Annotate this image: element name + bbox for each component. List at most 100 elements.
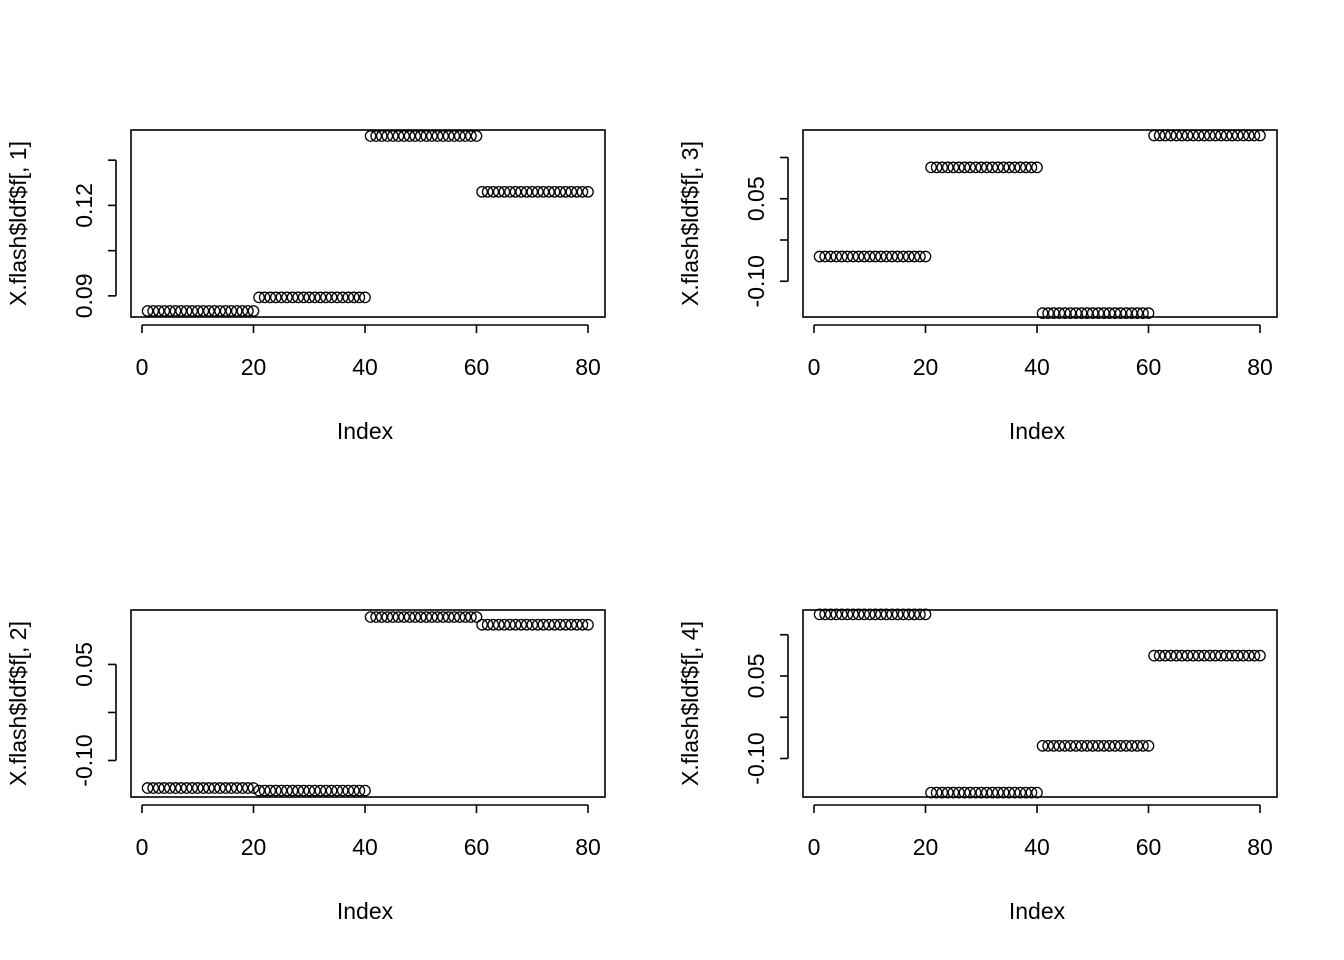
x-axis-title: Index: [1009, 418, 1066, 444]
data-point: [359, 784, 371, 797]
data-point: [236, 305, 249, 317]
data-point: [1148, 649, 1160, 662]
data-point: [398, 130, 410, 142]
x-tick-label: 40: [1024, 834, 1050, 860]
data-point: [537, 185, 550, 198]
data-point: [164, 782, 176, 794]
data-point: [197, 782, 210, 794]
x-tick-label: 60: [1136, 354, 1162, 380]
data-point: [1070, 739, 1082, 752]
data-point: [520, 185, 533, 198]
data-point: [1203, 649, 1216, 662]
data-point: [863, 608, 876, 621]
data-point: [1192, 649, 1205, 662]
data-point: [498, 185, 511, 198]
data-point: [1142, 739, 1155, 752]
data-point: [509, 618, 522, 631]
x-tick-label: 60: [464, 354, 490, 380]
data-point: [869, 608, 882, 621]
data-point: [531, 185, 544, 198]
y-tick-label: -0.10: [71, 734, 97, 786]
data-point: [880, 250, 893, 263]
data-point: [225, 305, 238, 317]
x-tick-label: 0: [808, 834, 821, 860]
data-point: [1198, 649, 1211, 662]
data-point: [370, 611, 382, 623]
data-point: [492, 185, 505, 198]
data-point: [297, 784, 310, 797]
data-point: [819, 608, 832, 621]
data-point: [476, 618, 488, 631]
data-point: [847, 608, 859, 621]
data-point: [565, 185, 578, 198]
data-point: [353, 784, 366, 797]
data-point: [1070, 307, 1082, 319]
data-point: [969, 786, 982, 799]
x-tick-label: 40: [1024, 354, 1050, 380]
data-point: [919, 250, 932, 263]
data-point: [908, 250, 921, 263]
data-point: [325, 291, 338, 304]
data-point: [969, 161, 982, 174]
data-point: [387, 611, 399, 623]
data-point: [487, 618, 500, 631]
data-point: [1254, 649, 1266, 662]
data-point: [1231, 129, 1244, 142]
x-tick-label: 20: [913, 354, 939, 380]
data-point: [403, 611, 416, 623]
data-point: [314, 784, 327, 797]
data-point: [459, 130, 472, 142]
data-point: [253, 291, 265, 304]
data-point: [1014, 161, 1027, 174]
data-point: [1215, 649, 1227, 662]
data-point: [936, 161, 949, 174]
data-point: [481, 185, 494, 198]
data-point: [886, 608, 898, 621]
y-axis-title: X.flash$ldf$f[, 1]: [5, 141, 31, 306]
data-point: [492, 618, 505, 631]
data-point: [197, 305, 210, 317]
data-point: [1081, 739, 1094, 752]
data-point: [554, 618, 566, 631]
y-tick-label: -0.10: [743, 255, 769, 307]
data-point: [1086, 739, 1099, 752]
data-point: [941, 161, 954, 174]
data-point: [975, 161, 988, 174]
data-point: [409, 130, 422, 142]
data-point: [448, 611, 461, 623]
data-point: [180, 782, 193, 794]
data-point: [203, 305, 215, 317]
data-point: [219, 782, 232, 794]
data-point: [1237, 649, 1250, 662]
data-point: [426, 611, 438, 623]
data-point: [409, 611, 422, 623]
data-point: [886, 250, 898, 263]
data-point: [925, 786, 937, 799]
data-point: [1075, 307, 1088, 319]
data-point: [225, 782, 238, 794]
data-point: [1137, 307, 1149, 319]
y-tick-label: 0.05: [743, 654, 769, 699]
y-tick-label: 0.12: [71, 183, 97, 228]
chart-panel-1: 0 20 40 60 80 0.09 0.12 Index X.flash$ldf$f[, 1]: [5, 129, 606, 444]
data-point: [141, 782, 154, 794]
data-point: [914, 608, 926, 621]
data-point: [158, 305, 171, 317]
data-point: [992, 786, 1004, 799]
data-point: [1047, 307, 1060, 319]
data-point: [565, 618, 578, 631]
data-point: [997, 786, 1010, 799]
data-point: [147, 305, 159, 317]
y-tick-label: 0.05: [71, 642, 97, 687]
data-point: [1176, 649, 1188, 662]
data-point: [247, 305, 260, 317]
data-point: [902, 608, 915, 621]
data-point: [980, 786, 993, 799]
data-point: [1036, 739, 1049, 752]
data-point: [1103, 739, 1116, 752]
x-tick-label: 80: [575, 834, 601, 860]
data-point: [269, 291, 282, 304]
data-point: [1092, 739, 1105, 752]
x-tick-label: 0: [136, 834, 149, 860]
data-point: [147, 782, 159, 794]
